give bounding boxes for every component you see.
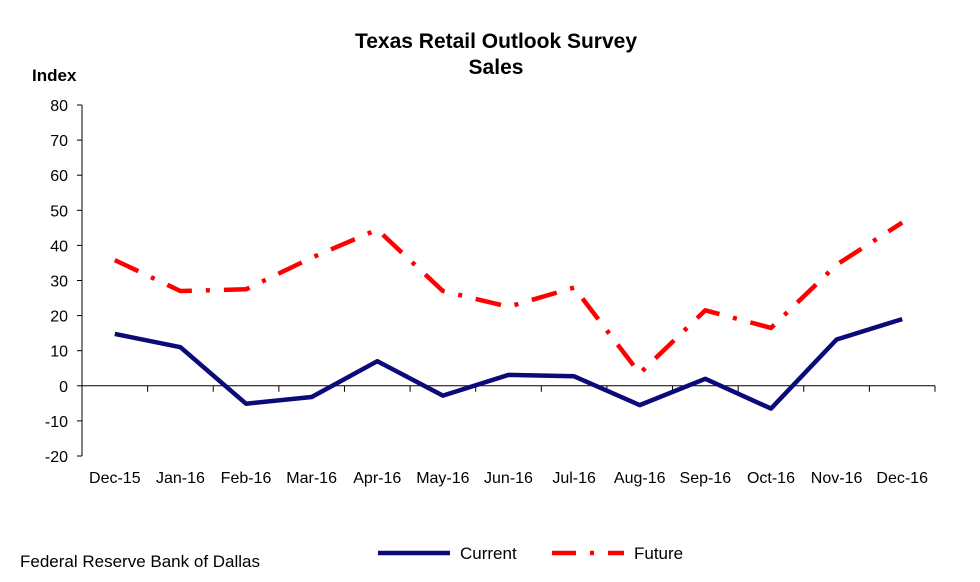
x-tick-label: Nov-16: [811, 470, 863, 487]
x-tick-label: Dec-15: [89, 470, 141, 487]
legend-label-current: Current: [460, 544, 517, 563]
x-tick-label: Sep-16: [680, 470, 732, 487]
y-tick-label: 50: [50, 203, 68, 220]
y-tick-label: 10: [50, 344, 68, 361]
chart-subtitle: Sales: [469, 56, 524, 79]
series-line-current: [114, 316, 903, 411]
chart-title: Texas Retail Outlook Survey: [355, 30, 637, 53]
x-tick-label: Mar-16: [286, 470, 337, 487]
x-tick-label: Jun-16: [484, 470, 533, 487]
x-tick-label: May-16: [416, 470, 469, 487]
y-tick-label: 30: [50, 274, 68, 291]
x-tick-label: Jan-16: [156, 470, 205, 487]
y-tick-label: 0: [59, 379, 68, 396]
y-axis: 80 70 60 50 40 30 20 10 0 -10 -20: [45, 98, 83, 466]
x-tick-label: Dec-16: [876, 470, 928, 487]
legend: Current Future: [378, 544, 683, 563]
y-tick-label: -10: [45, 414, 68, 431]
plot-area: [113, 220, 904, 411]
y-tick-label: 20: [50, 309, 68, 326]
series-line-future: [113, 220, 904, 376]
y-tick-label: 80: [50, 98, 68, 115]
x-tick-label: Feb-16: [221, 470, 272, 487]
y-tick-label: -20: [45, 449, 68, 466]
x-tick-label: Oct-16: [747, 470, 795, 487]
x-tick-label: Apr-16: [353, 470, 401, 487]
x-axis: Dec-15 Jan-16 Feb-16 Mar-16 Apr-16 May-16 Jun-…: [81, 385, 936, 487]
y-tick-label: 70: [50, 133, 68, 150]
y-axis-title: Index: [32, 66, 77, 85]
x-tick-label: Jul-16: [552, 470, 596, 487]
y-tick-label: 60: [50, 168, 68, 185]
x-tick-label: Aug-16: [614, 470, 666, 487]
source-note: Federal Reserve Bank of Dallas: [20, 552, 260, 571]
legend-label-future: Future: [634, 544, 683, 563]
y-tick-label: 40: [50, 238, 68, 255]
